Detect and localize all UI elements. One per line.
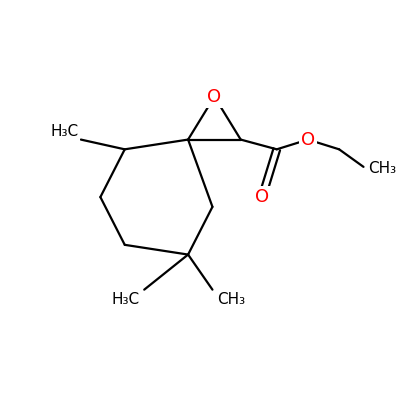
Text: O: O — [301, 130, 315, 148]
Text: H₃C: H₃C — [51, 124, 79, 139]
Text: O: O — [255, 188, 269, 206]
Text: CH₃: CH₃ — [217, 292, 246, 307]
Text: CH₃: CH₃ — [368, 161, 396, 176]
Text: O: O — [207, 88, 222, 106]
Text: H₃C: H₃C — [111, 292, 139, 307]
